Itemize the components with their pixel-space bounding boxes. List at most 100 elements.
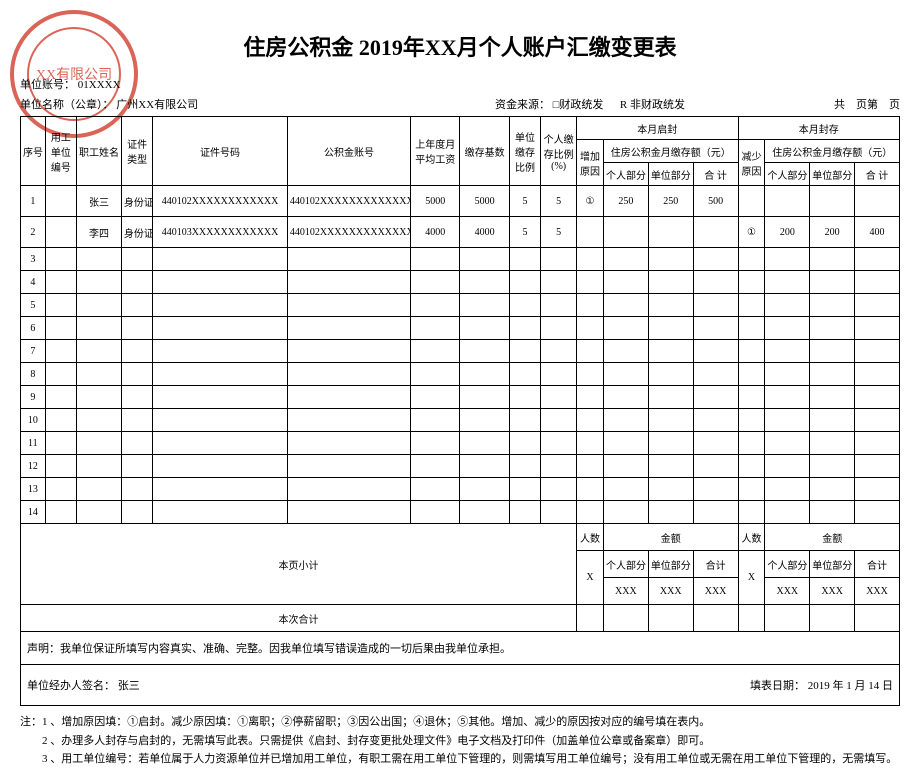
cell-prate — [541, 478, 577, 501]
cell-idtype: 身份证 — [121, 217, 152, 248]
cell-urate — [509, 363, 540, 386]
cell-dreason — [738, 455, 765, 478]
cell-dpers — [765, 186, 810, 217]
cell-iunit — [648, 478, 693, 501]
cell-base — [460, 271, 509, 294]
name-value: 广州XX有限公司 — [116, 99, 198, 111]
cell-prate — [541, 409, 577, 432]
cell-ireason — [577, 455, 604, 478]
cell-dpers — [765, 386, 810, 409]
cell-itot — [693, 409, 738, 432]
cell-idno — [153, 501, 288, 524]
cell-dreason — [738, 317, 765, 340]
h-idno: 证件号码 — [153, 117, 288, 186]
cell-unit — [45, 294, 76, 317]
cell-itot: 500 — [693, 186, 738, 217]
h-dpay: 住房公积金月缴存额（元） — [765, 140, 900, 163]
table-row: 5 — [21, 294, 900, 317]
sub-iamt-h: 金额 — [603, 524, 738, 551]
cell-prate — [541, 363, 577, 386]
subtotal-label: 本页小计 — [21, 524, 577, 605]
meta-row-2: 单位名称（公章）： 广州XX有限公司 资金来源： □财政统发 R 非财政统发 共… — [20, 96, 900, 112]
cell-prev — [411, 340, 460, 363]
cell-acct — [287, 501, 410, 524]
cell-unit — [45, 271, 76, 294]
cell-dreason — [738, 386, 765, 409]
sub-dpers-h: 个人部分 — [765, 551, 810, 578]
cell-ipers — [603, 294, 648, 317]
grand-c5 — [738, 605, 765, 632]
cell-ipers — [603, 432, 648, 455]
cell-unit — [45, 501, 76, 524]
cell-acct — [287, 432, 410, 455]
cell-dtot — [855, 455, 900, 478]
cell-iunit — [648, 409, 693, 432]
cell-itot — [693, 386, 738, 409]
cell-prate — [541, 317, 577, 340]
cell-dpers — [765, 501, 810, 524]
cell-idtype — [121, 271, 152, 294]
grand-c2 — [603, 605, 648, 632]
cell-idtype: 身份证 — [121, 186, 152, 217]
cell-dtot — [855, 271, 900, 294]
cell-urate — [509, 432, 540, 455]
cell-itot — [693, 478, 738, 501]
cell-acct — [287, 455, 410, 478]
cell-idno — [153, 409, 288, 432]
cell-base — [460, 317, 509, 340]
cell-ireason — [577, 478, 604, 501]
cell-dtot — [855, 294, 900, 317]
cell-acct — [287, 386, 410, 409]
cell-urate — [509, 386, 540, 409]
sub-ipers-v: XXX — [603, 578, 648, 605]
cell-name — [77, 248, 122, 271]
cell-iunit — [648, 432, 693, 455]
cell-itot — [693, 271, 738, 294]
source-opt2: R 非财政统发 — [620, 99, 685, 111]
cell-prev — [411, 317, 460, 340]
cell-acct — [287, 409, 410, 432]
cell-seq: 14 — [21, 501, 46, 524]
cell-prate: 5 — [541, 186, 577, 217]
table-row: 11 — [21, 432, 900, 455]
cell-urate — [509, 340, 540, 363]
cell-itot — [693, 294, 738, 317]
h-ipay: 住房公积金月缴存额（元） — [603, 140, 738, 163]
cell-ireason — [577, 386, 604, 409]
cell-ipers — [603, 386, 648, 409]
grand-c1 — [577, 605, 604, 632]
cell-ireason — [577, 317, 604, 340]
cell-dpers: 200 — [765, 217, 810, 248]
cell-ireason: ① — [577, 186, 604, 217]
cell-iunit — [648, 501, 693, 524]
cell-ipers: 250 — [603, 186, 648, 217]
cell-dtot — [855, 363, 900, 386]
cell-prate — [541, 455, 577, 478]
sub-itot-h: 合计 — [693, 551, 738, 578]
sub-icount: X — [577, 551, 604, 605]
note-3: 3 、用工单位编号：若单位属于人力资源单位并已增加用工单位，有职工需在用工单位下… — [20, 751, 900, 768]
cell-dreason — [738, 363, 765, 386]
h-inc-group: 本月启封 — [577, 117, 738, 140]
cell-dreason — [738, 186, 765, 217]
h-ireason: 增加原因 — [577, 140, 604, 186]
sign-row: 单位经办人签名： 张三 填表日期： 2019 年 1 月 14 日 — [20, 665, 900, 706]
cell-name — [77, 478, 122, 501]
cell-acct — [287, 340, 410, 363]
cell-urate — [509, 271, 540, 294]
sub-dcount-h: 人数 — [738, 524, 765, 551]
cell-dunit — [810, 455, 855, 478]
cell-ireason — [577, 217, 604, 248]
table-row: 12 — [21, 455, 900, 478]
table-row: 7 — [21, 340, 900, 363]
cell-base — [460, 340, 509, 363]
cell-idtype — [121, 363, 152, 386]
cell-base: 5000 — [460, 186, 509, 217]
cell-dtot — [855, 248, 900, 271]
cell-dpers — [765, 363, 810, 386]
cell-dunit — [810, 271, 855, 294]
cell-prate — [541, 501, 577, 524]
grand-label: 本次合计 — [21, 605, 577, 632]
cell-prev — [411, 386, 460, 409]
cell-iunit — [648, 271, 693, 294]
